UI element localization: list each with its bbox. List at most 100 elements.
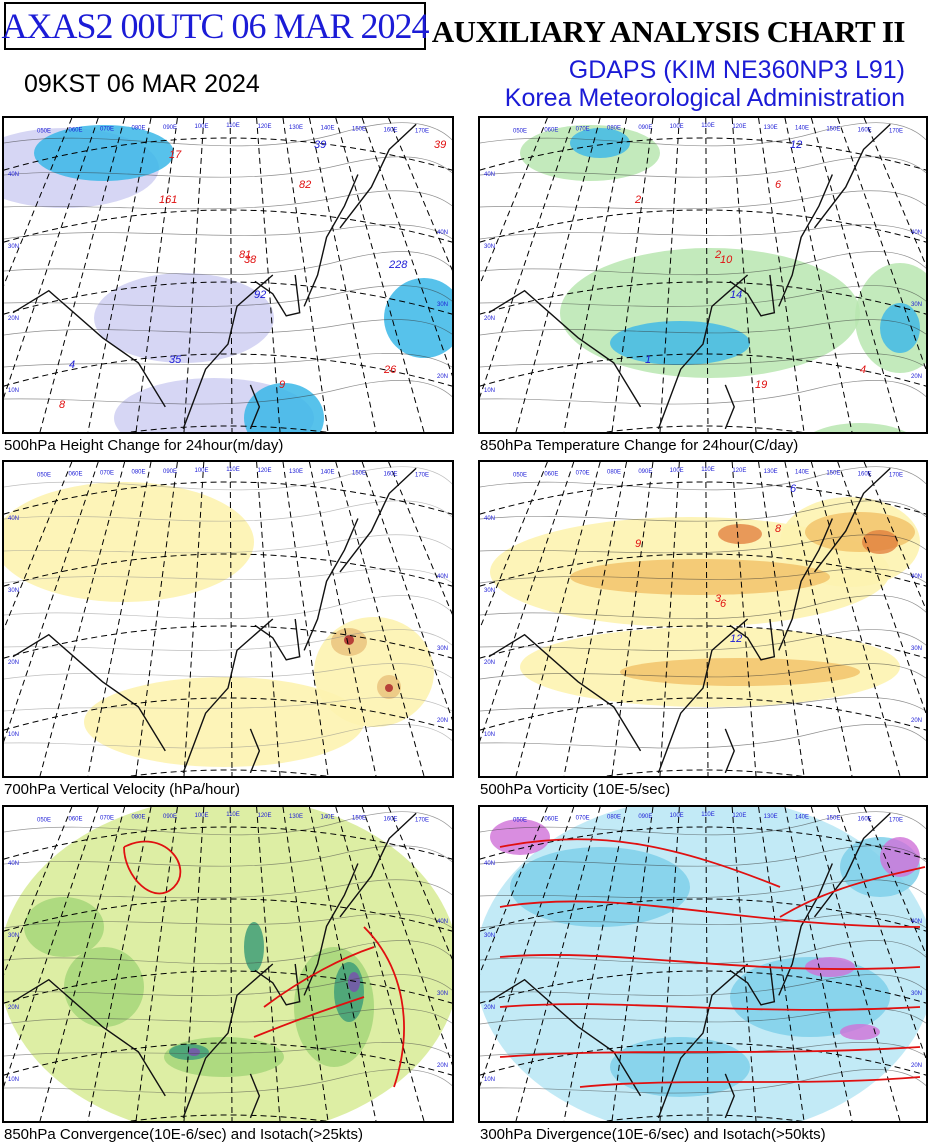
center-value-label: 4: [860, 364, 866, 376]
center-value-label: 228: [388, 259, 408, 271]
longitude-line: [361, 118, 452, 377]
shaded-field: [34, 125, 174, 181]
contour-line: [480, 122, 926, 147]
longitude-line: [87, 118, 152, 432]
shaded-field: [813, 423, 907, 432]
isotach-line: [363, 926, 405, 1088]
coastline: [249, 1073, 261, 1119]
coastline: [249, 728, 261, 774]
latitude-line: [480, 209, 926, 243]
longitude-line: [229, 807, 233, 1121]
coastline: [778, 174, 833, 307]
longitude-line: [705, 807, 709, 1121]
center-value-label: 6: [790, 483, 797, 495]
contour-line: [4, 913, 452, 929]
longitude-label: 120E: [732, 124, 746, 130]
map-svg: 050E 060E 070E 080E 090E 100E 110E 120E 130E 140E…: [480, 462, 926, 776]
longitude-label: 090E: [163, 469, 177, 475]
latitude-line: [480, 481, 926, 515]
agency-name: Korea Meteorological Administration: [504, 84, 905, 112]
longitude-label: 100E: [194, 468, 208, 474]
coastline: [182, 274, 274, 430]
longitude-label: 130E: [764, 125, 778, 131]
latitude-label: 30N: [8, 588, 19, 594]
map-svg: 050E 060E 070E 080E 090E 100E 110E 120E 130E 140E…: [4, 807, 452, 1121]
isotach-line: [779, 866, 926, 918]
latitude-label: 20N: [911, 718, 922, 724]
longitude-label: 100E: [194, 124, 208, 130]
longitude-line: [563, 118, 628, 432]
latitude-line: [4, 898, 452, 932]
contour-line: [480, 697, 926, 712]
map-svg: 050E 060E 070E 080E 090E 100E 110E 120E 130E 140E…: [4, 118, 452, 432]
latitude-label: 40N: [437, 230, 448, 236]
longitude-label: 140E: [795, 815, 809, 821]
longitude-label: 060E: [68, 817, 82, 823]
contour-line: [480, 1069, 926, 1094]
latitude-label: 40N: [437, 919, 448, 925]
coastline: [254, 274, 301, 317]
longitude-line: [388, 462, 452, 615]
longitude-label: 090E: [638, 814, 652, 820]
caption-850hpa-temperature-change: 850hPa Temperature Change for 24hour(C/d…: [480, 437, 799, 454]
latitude-line: [480, 281, 926, 315]
latitude-line: [4, 1042, 452, 1076]
map-panel-850hpa-temperature-change: 050E 060E 070E 080E 090E 100E 110E 120E 130E 140E…: [478, 116, 928, 434]
longitude-label: 080E: [607, 815, 621, 821]
longitude-line: [731, 118, 757, 432]
longitude-label: 070E: [100, 471, 114, 477]
shaded-field: [385, 684, 393, 692]
contour-line: [4, 879, 452, 899]
longitude-label: 170E: [415, 128, 429, 134]
contour-line: [4, 353, 452, 368]
center-value-label: 6: [720, 598, 727, 610]
coastline: [303, 174, 359, 307]
longitude-line: [308, 118, 377, 432]
isotach-line: [499, 1003, 921, 1011]
coastline: [182, 618, 274, 774]
contour-line: [480, 663, 926, 680]
contour-line: [4, 595, 452, 620]
longitude-line: [4, 462, 99, 743]
contour-line: [4, 285, 452, 307]
contour-line: [4, 534, 452, 554]
map-panel-850hpa-convergence: 050E 060E 070E 080E 090E 100E 110E 120E 130E 140E…: [2, 805, 454, 1123]
shaded-field: [805, 512, 915, 552]
center-value-label: 10: [720, 254, 733, 266]
contour-line: [480, 1008, 926, 1025]
latitude-label: 40N: [484, 172, 495, 178]
longitude-label: 100E: [670, 124, 684, 130]
shaded-field: [570, 559, 830, 595]
isotach-line: [123, 840, 182, 895]
center-value-label: 14: [730, 289, 742, 301]
longitude-line: [515, 118, 601, 432]
coastline: [729, 274, 776, 317]
center-value-label: 19: [755, 379, 767, 391]
longitude-label: 050E: [513, 817, 527, 823]
longitude-line: [335, 462, 425, 776]
contour-line: [4, 224, 452, 240]
longitude-label: 060E: [68, 128, 82, 134]
center-value-label: 12: [790, 139, 802, 151]
center-value-label: 2: [634, 194, 641, 206]
coastline: [254, 618, 301, 661]
center-value-label: 39: [314, 139, 326, 151]
latitude-label: 20N: [484, 316, 495, 322]
contour-line: [480, 285, 926, 307]
latitude-line: [127, 769, 329, 776]
longitude-label: 060E: [544, 128, 558, 134]
center-value-label: 161: [159, 194, 177, 206]
longitude-label: 120E: [257, 124, 271, 130]
longitude-label: 070E: [576, 816, 590, 822]
longitude-label: 080E: [131, 815, 145, 821]
coastline: [339, 123, 417, 229]
coastline: [339, 467, 417, 573]
center-value-label: 8: [775, 523, 782, 535]
latitude-label: 20N: [8, 316, 19, 322]
longitude-label: 130E: [289, 814, 303, 820]
latitude-label: 20N: [437, 718, 448, 724]
longitude-label: 110E: [701, 812, 715, 818]
center-value-label: 81: [239, 249, 251, 261]
latitude-line: [4, 137, 452, 171]
map-panel-500hpa-vorticity: 050E 060E 070E 080E 090E 100E 110E 120E 130E 140E…: [478, 460, 928, 778]
